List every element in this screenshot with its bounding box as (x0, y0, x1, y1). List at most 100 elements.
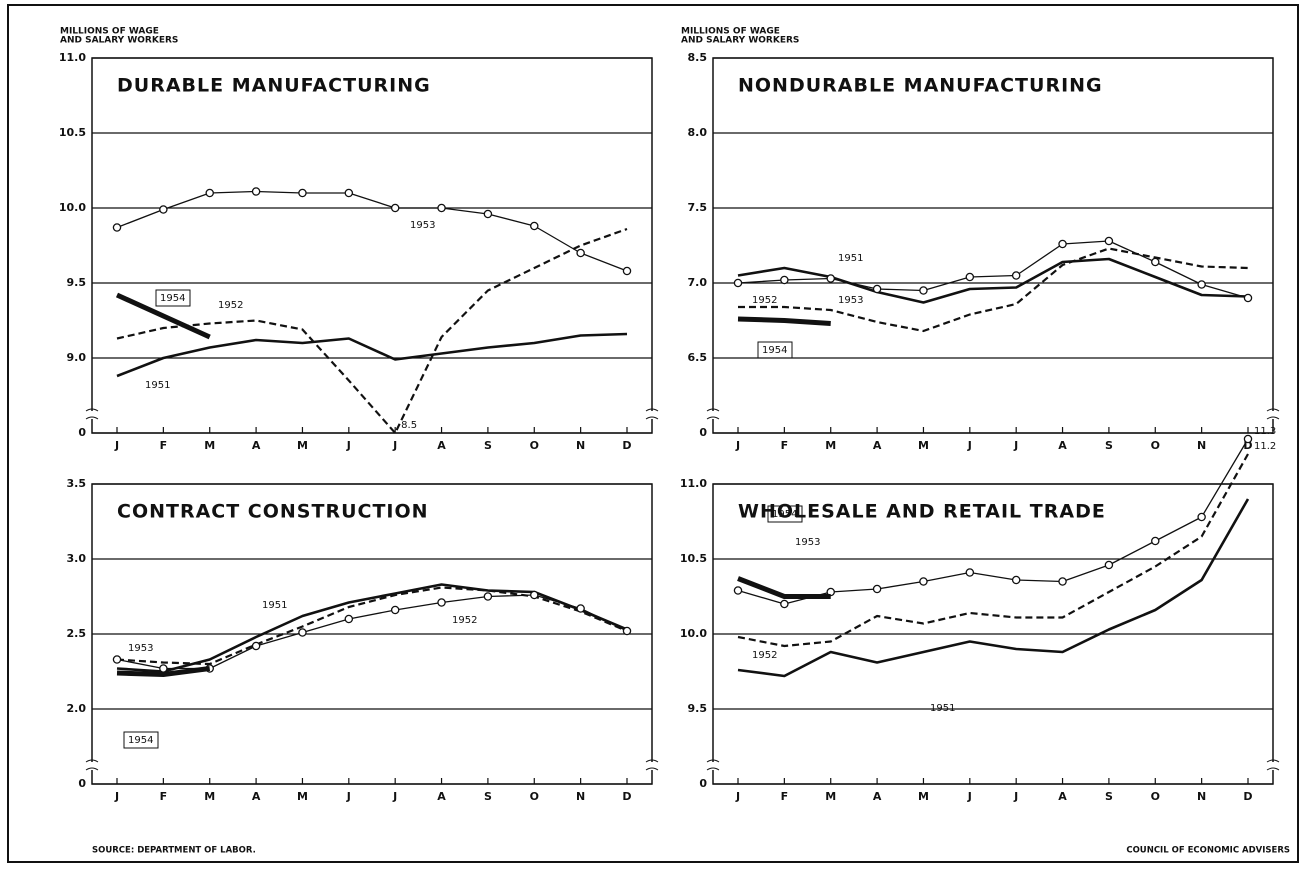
axis-break-gap (86, 762, 98, 770)
y-axis-label: MILLIONS OF WAGE (681, 27, 780, 37)
series-marker (622, 626, 632, 636)
axis-break-gap (1267, 762, 1279, 770)
plot-frame (712, 57, 1274, 434)
chart-title: WHOLESALE AND RETAIL TRADE (738, 501, 1106, 523)
series-marker (437, 598, 446, 607)
x-tick-label: J (346, 439, 351, 452)
x-tick-label: N (576, 439, 585, 452)
series-marker (965, 272, 975, 282)
x-tick-label: J (735, 439, 740, 452)
series-marker (205, 188, 214, 198)
x-tick-label: N (576, 790, 585, 803)
y-tick-label: 7.5 (688, 201, 708, 214)
y-tick-label: 3.0 (67, 552, 87, 565)
series-marker (1243, 434, 1253, 444)
y-tick-label: 0 (699, 426, 707, 439)
y-tick-label: 9.0 (67, 351, 87, 364)
series-label-box (757, 341, 793, 359)
series-marker (344, 614, 354, 624)
series-label: 1952 (752, 295, 777, 306)
x-tick-label: A (252, 790, 261, 803)
y-tick-label: 8.0 (688, 126, 708, 139)
x-tick-label: M (204, 439, 215, 452)
series-marker (1151, 536, 1160, 546)
series-line (737, 576, 831, 599)
y-tick-label: 0 (78, 426, 86, 439)
y-axis-label: AND SALARY WORKERS (681, 36, 799, 46)
x-tick-label: J (967, 439, 972, 452)
y-tick-label: 0 (78, 777, 86, 790)
chart-title: NONDURABLE MANUFACTURING (738, 75, 1103, 97)
y-tick-label: 8.5 (688, 51, 708, 64)
x-tick-label: O (530, 439, 539, 452)
y-tick-label: 11.0 (680, 477, 707, 490)
x-tick-label: J (1013, 790, 1018, 803)
x-tick-label: D (622, 790, 631, 803)
series-line (116, 332, 628, 378)
y-axis-label: MILLIONS OF WAGE (60, 27, 159, 37)
x-tick-label: F (781, 790, 789, 803)
series-line (737, 316, 831, 326)
series-marker (872, 284, 882, 294)
series-marker (1104, 560, 1114, 570)
series-marker (780, 275, 789, 285)
value-label: 8.5 (401, 420, 417, 431)
x-tick-label: N (1197, 439, 1206, 452)
series-marker (826, 274, 835, 283)
series-label: 1952 (218, 300, 243, 311)
axis-break-gap (646, 411, 658, 419)
series-label: 1953 (795, 537, 820, 548)
axis-break (1266, 408, 1280, 420)
axis-break (645, 408, 659, 420)
y-tick-label: 10.5 (59, 126, 86, 139)
x-tick-label: D (1243, 790, 1252, 803)
series-marker (1058, 239, 1067, 249)
y-tick-label: 10.0 (59, 201, 86, 214)
y-tick-label: 2.5 (67, 627, 87, 640)
series-line (738, 247, 1249, 333)
x-tick-label: J (1013, 439, 1018, 452)
series-marker (344, 188, 354, 198)
series-marker (251, 641, 261, 651)
series-marker (733, 586, 743, 595)
x-tick-label: J (346, 790, 351, 803)
series-label-box (123, 731, 159, 749)
series-label: 1951 (262, 600, 287, 611)
series-marker (112, 223, 122, 232)
series-line (116, 227, 628, 435)
x-tick-label: A (1058, 439, 1067, 452)
y-tick-label: 10.5 (680, 552, 707, 565)
series-marker (780, 599, 789, 609)
series-marker (159, 664, 168, 673)
axis-break (1266, 759, 1280, 771)
x-tick-label: A (873, 790, 882, 803)
series-line (116, 586, 628, 666)
axis-break (645, 759, 659, 771)
y-tick-label: 7.0 (688, 276, 708, 289)
series-label: 1953 (128, 643, 153, 654)
axis-break-gap (707, 762, 719, 770)
x-tick-label: M (825, 439, 836, 452)
x-tick-label: M (297, 790, 308, 803)
frame (7, 4, 1299, 863)
x-tick-label: M (204, 790, 215, 803)
x-tick-label: J (967, 790, 972, 803)
x-tick-label: A (873, 439, 882, 452)
series-label: 1951 (145, 380, 170, 391)
series-marker (483, 592, 493, 601)
series-line (737, 453, 1249, 648)
x-tick-label: M (297, 439, 308, 452)
series-label: 1952 (452, 615, 477, 626)
series-line (116, 190, 628, 272)
series-marker (1058, 577, 1067, 586)
y-tick-label: 2.0 (67, 702, 87, 715)
axis-break-gap (86, 411, 98, 419)
series-marker (251, 187, 261, 196)
x-tick-label: A (1058, 790, 1067, 803)
axis-break-gap (646, 762, 658, 770)
y-tick-label: 9.5 (688, 702, 708, 715)
x-tick-label: J (392, 790, 397, 803)
x-tick-label: J (114, 790, 119, 803)
value-label: 11.2 (1254, 441, 1276, 452)
credit-note: COUNCIL OF ECONOMIC ADVISERS (1126, 846, 1290, 856)
